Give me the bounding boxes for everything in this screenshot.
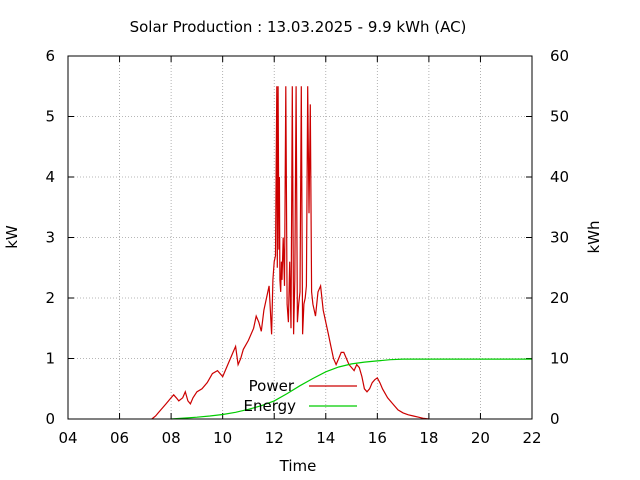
y2-tick-label: 60 bbox=[550, 47, 569, 65]
legend-energy-label: Energy bbox=[243, 397, 296, 415]
y2-tick-label: 0 bbox=[550, 410, 560, 428]
legend: Power Energy bbox=[243, 377, 357, 415]
x-tick-label: 18 bbox=[419, 429, 438, 447]
y2-tick-label: 50 bbox=[550, 108, 569, 126]
y-tick-label: 5 bbox=[45, 108, 55, 126]
y2-tick-label: 40 bbox=[550, 168, 569, 186]
energy-series-line bbox=[171, 358, 532, 420]
chart-title: Solar Production : 13.03.2025 - 9.9 kWh … bbox=[130, 18, 467, 36]
x-tick-label: 04 bbox=[58, 429, 77, 447]
y-axis-left: 0 1 2 3 4 5 6 bbox=[45, 47, 74, 428]
y2-tick-label: 10 bbox=[550, 350, 569, 368]
x-tick-label: 16 bbox=[368, 429, 387, 447]
y2-tick-label: 30 bbox=[550, 229, 569, 247]
x-axis: 04 06 08 10 12 14 16 18 20 22 bbox=[58, 56, 542, 447]
y-tick-label: 0 bbox=[45, 410, 55, 428]
grid-lines bbox=[68, 56, 532, 419]
x-tick-label: 14 bbox=[316, 429, 335, 447]
plot-frame bbox=[67, 55, 533, 420]
y-tick-label: 1 bbox=[45, 350, 55, 368]
y-axis-label: kW bbox=[3, 225, 21, 249]
x-tick-label: 12 bbox=[265, 429, 284, 447]
y-tick-label: 4 bbox=[45, 168, 55, 186]
y2-axis-label: kWh bbox=[585, 220, 603, 253]
x-tick-label: 08 bbox=[162, 429, 181, 447]
x-tick-label: 10 bbox=[213, 429, 232, 447]
y-tick-label: 3 bbox=[45, 229, 55, 247]
y-tick-label: 6 bbox=[45, 47, 55, 65]
x-tick-label: 22 bbox=[522, 429, 541, 447]
y2-tick-label: 20 bbox=[550, 289, 569, 307]
x-tick-label: 06 bbox=[110, 429, 129, 447]
x-tick-label: 20 bbox=[471, 429, 490, 447]
y-axis-right: 0 10 20 30 40 50 60 bbox=[526, 47, 569, 428]
y-tick-label: 2 bbox=[45, 289, 55, 307]
x-axis-label: Time bbox=[279, 457, 317, 475]
power-series-line bbox=[151, 86, 429, 420]
legend-power-label: Power bbox=[249, 377, 295, 395]
